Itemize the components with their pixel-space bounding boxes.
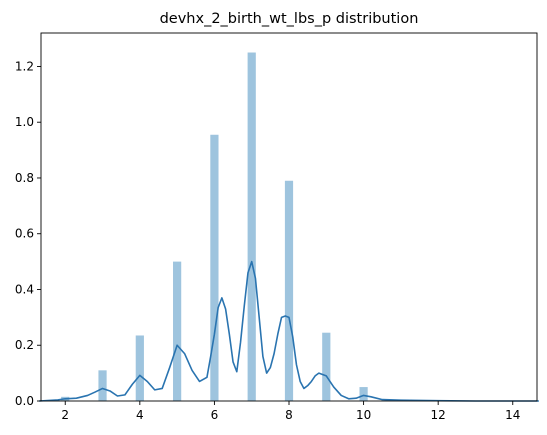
kde-line xyxy=(39,260,539,402)
x-tick-label: 12 xyxy=(431,408,446,422)
histogram-bar xyxy=(173,261,182,401)
histogram-bar xyxy=(284,180,294,401)
histogram-bar xyxy=(98,370,107,401)
x-tick-label: 14 xyxy=(505,408,520,422)
x-axis-ticks: 2 4 6 8 10 12 14 xyxy=(61,401,520,422)
y-tick-label: 1.2 xyxy=(15,59,34,73)
histogram-bar xyxy=(247,52,256,402)
histogram-bar xyxy=(135,335,144,401)
y-tick-label: 0.6 xyxy=(15,227,34,241)
histogram-bar xyxy=(359,387,368,401)
y-tick-label: 0.0 xyxy=(15,394,34,408)
x-tick-label: 10 xyxy=(356,408,371,422)
y-tick-label: 0.2 xyxy=(15,338,34,352)
y-axis-ticks: 0.0 0.2 0.4 0.6 0.8 1.0 1.2 xyxy=(15,59,41,408)
x-tick-label: 6 xyxy=(211,408,219,422)
chart-title: devhx_2_birth_wt_lbs_p distribution xyxy=(160,11,419,27)
histogram-bars xyxy=(61,52,405,402)
kde-curve-group xyxy=(39,260,539,402)
y-tick-label: 0.4 xyxy=(15,282,34,296)
histogram-bar xyxy=(210,134,219,401)
y-tick-label: 1.0 xyxy=(15,115,34,129)
histogram-bar xyxy=(322,332,331,401)
x-tick-label: 8 xyxy=(285,408,293,422)
x-tick-label: 4 xyxy=(136,408,144,422)
x-tick-label: 2 xyxy=(61,408,69,422)
y-tick-label: 0.8 xyxy=(15,171,34,185)
